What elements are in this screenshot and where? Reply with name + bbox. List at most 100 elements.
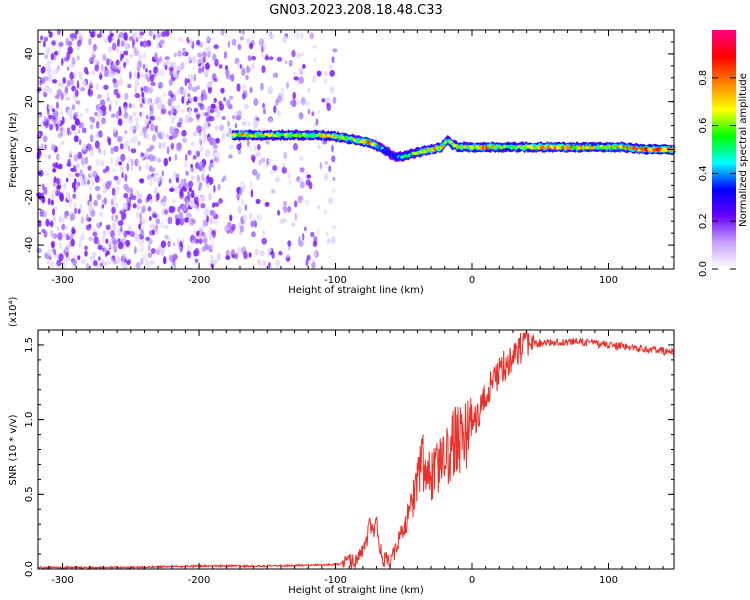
- noise-speckle: [97, 240, 101, 246]
- noise-speckle: [87, 179, 91, 185]
- noise-speckle: [311, 258, 316, 263]
- noise-speckle: [149, 123, 156, 132]
- noise-speckle: [140, 31, 145, 36]
- noise-speckle: [168, 156, 172, 162]
- noise-speckle: [193, 196, 199, 205]
- noise-speckle: [48, 221, 53, 226]
- noise-speckle: [231, 254, 236, 259]
- noise-speckle: [149, 146, 153, 152]
- noise-speckle: [92, 170, 98, 178]
- colorbar-tick-label: 0.6: [698, 118, 709, 134]
- noise-speckle: [196, 85, 201, 90]
- noise-speckle: [51, 40, 56, 46]
- noise-speckle: [184, 77, 188, 87]
- noise-speckle: [76, 80, 80, 89]
- noise-speckle: [52, 108, 55, 113]
- noise-speckle: [96, 33, 102, 38]
- noise-speckle: [156, 176, 160, 185]
- noise-speckle: [196, 125, 202, 133]
- noise-speckle: [227, 223, 232, 229]
- noise-speckle: [156, 81, 160, 87]
- noise-speckle: [110, 146, 114, 155]
- noise-speckle: [111, 42, 117, 51]
- noise-speckle: [80, 156, 86, 165]
- noise-speckle: [140, 73, 144, 79]
- noise-speckle: [111, 206, 116, 215]
- noise-speckle: [188, 180, 194, 188]
- noise-speckle: [109, 157, 114, 165]
- y-tick-label: -40: [24, 237, 35, 253]
- noise-speckle: [239, 36, 244, 41]
- noise-speckle: [212, 258, 218, 265]
- noise-speckle: [52, 79, 58, 84]
- noise-speckle: [43, 76, 49, 82]
- noise-speckle: [57, 165, 62, 170]
- noise-speckle: [43, 36, 49, 42]
- noise-speckle: [108, 257, 114, 265]
- noise-speckle: [58, 82, 64, 88]
- noise-speckle: [147, 238, 153, 245]
- noise-speckle: [180, 62, 185, 71]
- noise-speckle: [94, 58, 98, 64]
- noise-speckle: [97, 244, 103, 251]
- noise-speckle: [117, 135, 123, 143]
- noise-speckle: [167, 240, 171, 248]
- noise-speckle: [284, 60, 288, 65]
- noise-speckle: [218, 198, 223, 204]
- noise-speckle: [134, 92, 140, 99]
- noise-speckle: [129, 137, 135, 144]
- noise-speckle: [198, 67, 202, 74]
- noise-speckle: [292, 92, 297, 100]
- noise-speckle: [186, 36, 190, 43]
- noise-speckle: [44, 63, 51, 69]
- noise-speckle: [115, 110, 119, 120]
- noise-speckle: [194, 236, 197, 244]
- noise-speckle: [202, 219, 206, 228]
- noise-speckle: [79, 112, 84, 119]
- noise-speckle: [129, 125, 135, 131]
- noise-speckle: [163, 224, 169, 230]
- noise-speckle: [59, 242, 62, 249]
- noise-speckle: [241, 67, 246, 77]
- noise-speckle: [189, 217, 195, 226]
- noise-speckle: [102, 230, 107, 237]
- noise-speckle: [229, 214, 233, 222]
- noise-speckle: [117, 241, 124, 250]
- noise-speckle: [137, 53, 143, 61]
- noise-speckle: [182, 204, 186, 213]
- noise-speckle: [162, 92, 167, 98]
- noise-speckle: [166, 146, 170, 155]
- noise-speckle: [75, 162, 78, 170]
- noise-speckle: [71, 104, 76, 111]
- noise-speckle: [331, 187, 336, 194]
- noise-speckle: [268, 247, 272, 253]
- noise-speckle: [134, 116, 139, 122]
- noise-speckle: [111, 62, 115, 69]
- noise-speckle: [188, 107, 192, 114]
- noise-speckle: [66, 162, 72, 167]
- colorbar: 0.0 0.2 0.4 0.6 0.8 Normalized spectral ampl…: [698, 30, 749, 277]
- noise-speckle: [273, 105, 277, 114]
- noise-speckle: [249, 212, 253, 220]
- noise-speckle: [124, 130, 128, 135]
- noise-speckle: [85, 147, 89, 153]
- noise-speckle: [252, 119, 259, 129]
- noise-speckle: [113, 145, 119, 153]
- noise-speckle: [299, 167, 305, 173]
- noise-speckle: [313, 56, 317, 63]
- noise-speckle: [281, 167, 287, 174]
- noise-speckle: [136, 211, 139, 218]
- noise-speckle: [57, 232, 63, 241]
- noise-speckle: [111, 236, 116, 245]
- noise-speckle: [42, 40, 46, 48]
- noise-speckle: [89, 184, 92, 192]
- noise-speckle: [90, 31, 95, 38]
- noise-speckle: [181, 96, 185, 104]
- noise-speckle: [89, 79, 94, 87]
- noise-speckle: [124, 139, 130, 147]
- noise-speckle: [307, 87, 311, 94]
- noise-speckle: [133, 71, 138, 78]
- noise-speckle: [241, 185, 246, 193]
- colorbar-tick-label: 0.4: [698, 165, 709, 181]
- colorbar-label: Normalized spectral amplitude: [738, 73, 749, 227]
